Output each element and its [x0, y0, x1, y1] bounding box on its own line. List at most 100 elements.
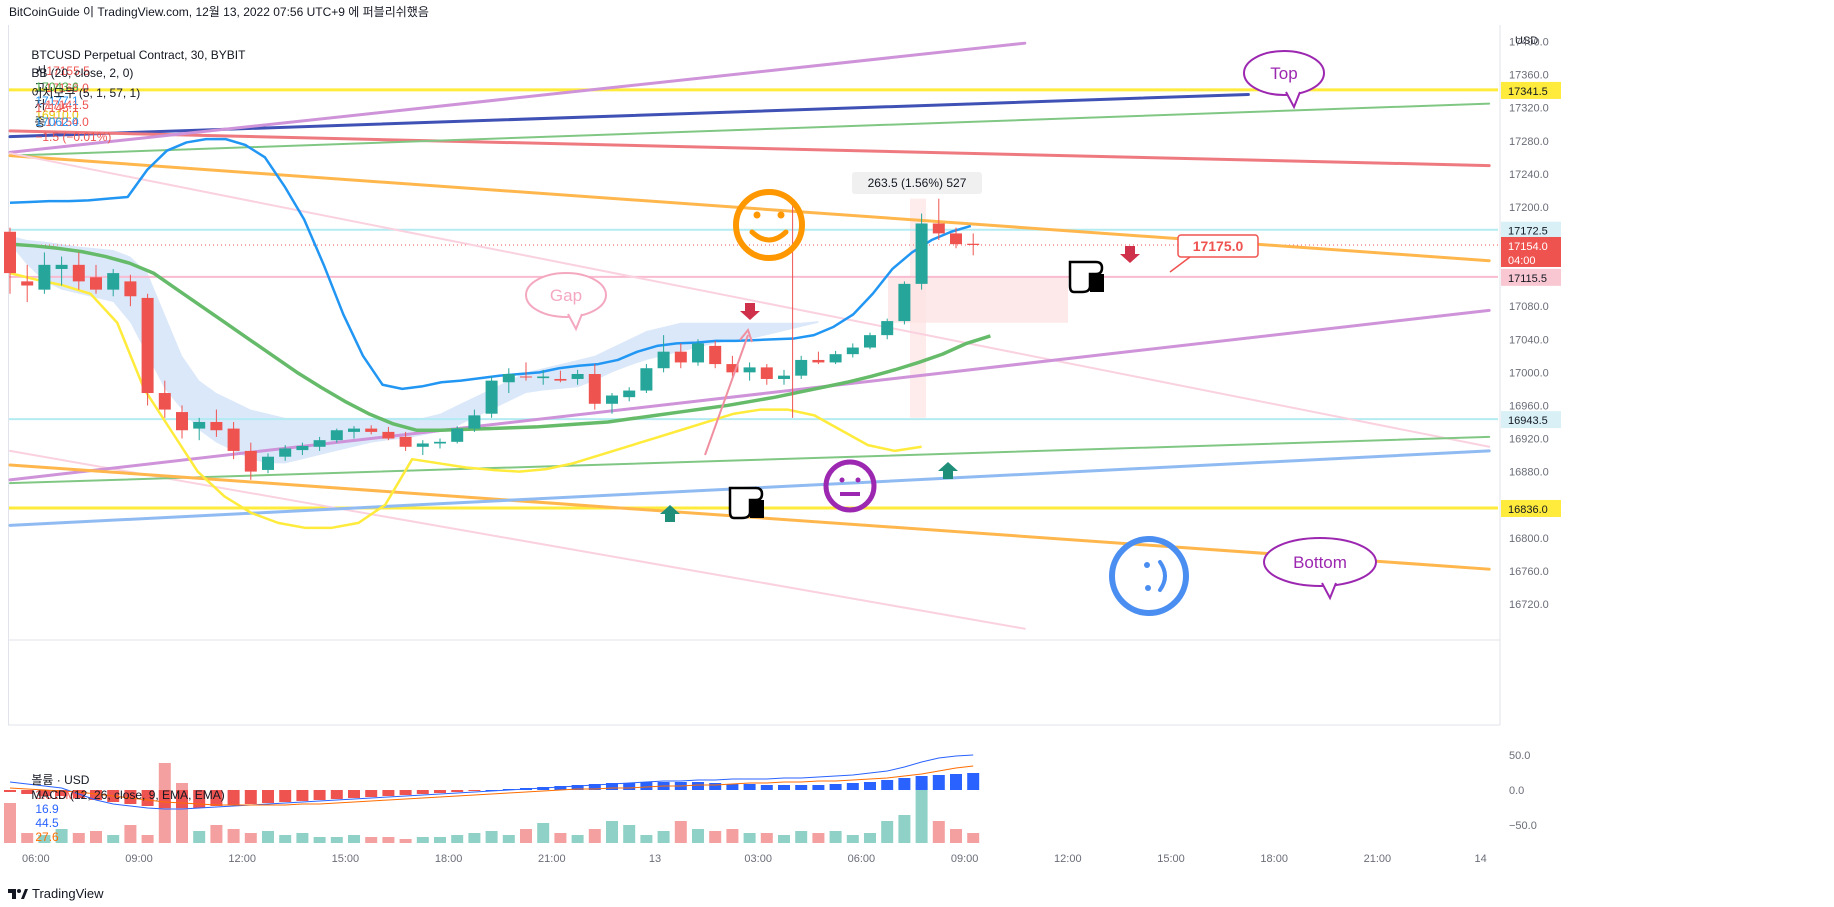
bottom-bubble-shape — [1263, 537, 1377, 587]
macd-hist-bar — [640, 782, 653, 790]
volume-bar — [55, 829, 68, 843]
target-price-pointer — [1169, 256, 1191, 273]
macd-tick-label: −50.0 — [1509, 820, 1537, 832]
macd-hist-bar — [4, 790, 16, 792]
left-border — [8, 25, 9, 725]
bb-lower-value: 16910.0 — [35, 108, 79, 122]
tradingview-footer[interactable]: TradingView — [8, 886, 104, 901]
time-tick-label: 15:00 — [332, 853, 360, 865]
bottom-bubble-text: Bottom — [1293, 553, 1347, 572]
macd-hist-bar — [554, 786, 567, 790]
candle-body — [881, 321, 894, 336]
price-tag-bg — [1501, 81, 1561, 99]
pointing-hand-cuff — [750, 500, 764, 518]
volume-bar — [915, 783, 928, 843]
bottom-bubble-tail — [1321, 582, 1337, 601]
sad-face-mouth — [1158, 560, 1167, 592]
happy-face-icon — [733, 189, 805, 261]
volume-bar — [554, 833, 567, 843]
ichimoku-label: 이치모쿠 (5, 1, 57, 1) — [31, 86, 141, 100]
macd-hist-bar — [846, 783, 859, 790]
macd-legend[interactable]: MACD (12, 26, close, 9, EMA, EMA) 16.9 4… — [18, 774, 224, 858]
candle-body — [623, 390, 636, 398]
time-tick-label: 18:00 — [1260, 853, 1288, 865]
trendline-green-bottom — [9, 435, 1491, 485]
volume-bar — [279, 835, 292, 843]
candle-body — [21, 281, 34, 286]
gap-bubble-shape — [525, 272, 607, 318]
arrow-up-2 — [938, 462, 958, 479]
open-label: 시 — [35, 64, 47, 78]
candle-body — [846, 347, 859, 355]
time-tick-label: 12:00 — [228, 853, 256, 865]
volume-legend[interactable]: 볼륨 · USD 3.313M — [18, 757, 89, 816]
volume-bar — [760, 833, 773, 843]
volume-bar — [330, 837, 343, 843]
macd-hist-bar — [399, 790, 412, 795]
candle-body — [416, 443, 429, 447]
volume-bar — [950, 829, 962, 843]
volume-bar — [262, 831, 274, 843]
volume-bar — [778, 835, 790, 843]
neutral-face-eye — [839, 477, 845, 483]
volume-bar — [416, 837, 429, 843]
macd-hist-bar — [434, 790, 446, 793]
macd-hist-bar — [588, 784, 601, 790]
candle-body — [692, 343, 704, 363]
candle-body — [107, 273, 120, 290]
candle-body — [244, 450, 257, 472]
volume-bar — [571, 835, 584, 843]
candle-body — [502, 374, 515, 383]
macd-hist-value: 16.9 — [35, 802, 59, 816]
macd-hist-bar — [898, 778, 911, 790]
candle-body — [55, 264, 68, 269]
candle-body — [399, 436, 412, 447]
macd-hist-bar — [623, 783, 636, 790]
arrow-down-1 — [740, 303, 760, 320]
price-tag-bg — [1501, 411, 1561, 429]
macd-hist-bar — [124, 790, 137, 804]
high-value: 17168.0 — [45, 81, 89, 95]
candle-body — [588, 374, 601, 404]
ichimoku-legend[interactable]: 이치모쿠 (5, 1, 57, 1) 17145.1 17062.0 — [18, 70, 140, 143]
volume-bar — [829, 831, 842, 843]
volume-bar — [743, 833, 756, 843]
publish-caption: BitCoinGuide 이 TradingView.com, 12월 13, … — [9, 5, 429, 19]
volume-bar — [399, 839, 412, 843]
change-value: −1.5 (−0.01%) — [35, 130, 112, 144]
top-bubble-tail — [1285, 91, 1301, 110]
price-tag-bg — [1501, 268, 1561, 286]
macd-signal-line — [9, 765, 974, 806]
macd-hist-bar — [451, 790, 464, 792]
volume-bar — [38, 835, 51, 843]
macd-hist-bar — [210, 790, 223, 806]
happy-face-eye — [753, 211, 761, 219]
candle-body — [468, 415, 481, 429]
price-tick-label: 16920.0 — [1509, 434, 1549, 446]
candle-body — [915, 223, 928, 284]
bb-lower-line — [9, 271, 922, 530]
macd-hist-bar — [468, 790, 481, 791]
symbol-legend[interactable]: BTCUSD Perpetual Contract, 30, BYBIT 시17… — [18, 34, 245, 158]
candle-body — [932, 223, 945, 234]
volume-bar — [210, 825, 223, 843]
countdown-text: 04:00 — [1508, 255, 1536, 267]
candle-body — [451, 428, 464, 442]
macd-hist-bar — [158, 790, 171, 808]
gap-bubble: Gap — [525, 272, 607, 332]
candle-body — [726, 364, 739, 373]
time-tick-label: 13 — [649, 853, 661, 865]
candle-body — [227, 428, 240, 451]
macd-hist-bar — [778, 785, 790, 790]
time-tick-label: 15:00 — [1157, 853, 1185, 865]
bb-legend[interactable]: BB (20, close, 2, 0) 17043.6 17177.1 169… — [18, 52, 133, 136]
ichimoku-b-value: 17062.0 — [35, 115, 79, 129]
measure-label-bg — [852, 172, 982, 194]
macd-hist-bar — [932, 775, 945, 790]
bb-basis-value: 17043.6 — [35, 80, 79, 94]
volume-bar — [244, 833, 257, 843]
pointing-hand-icon-2 — [1068, 260, 1104, 294]
